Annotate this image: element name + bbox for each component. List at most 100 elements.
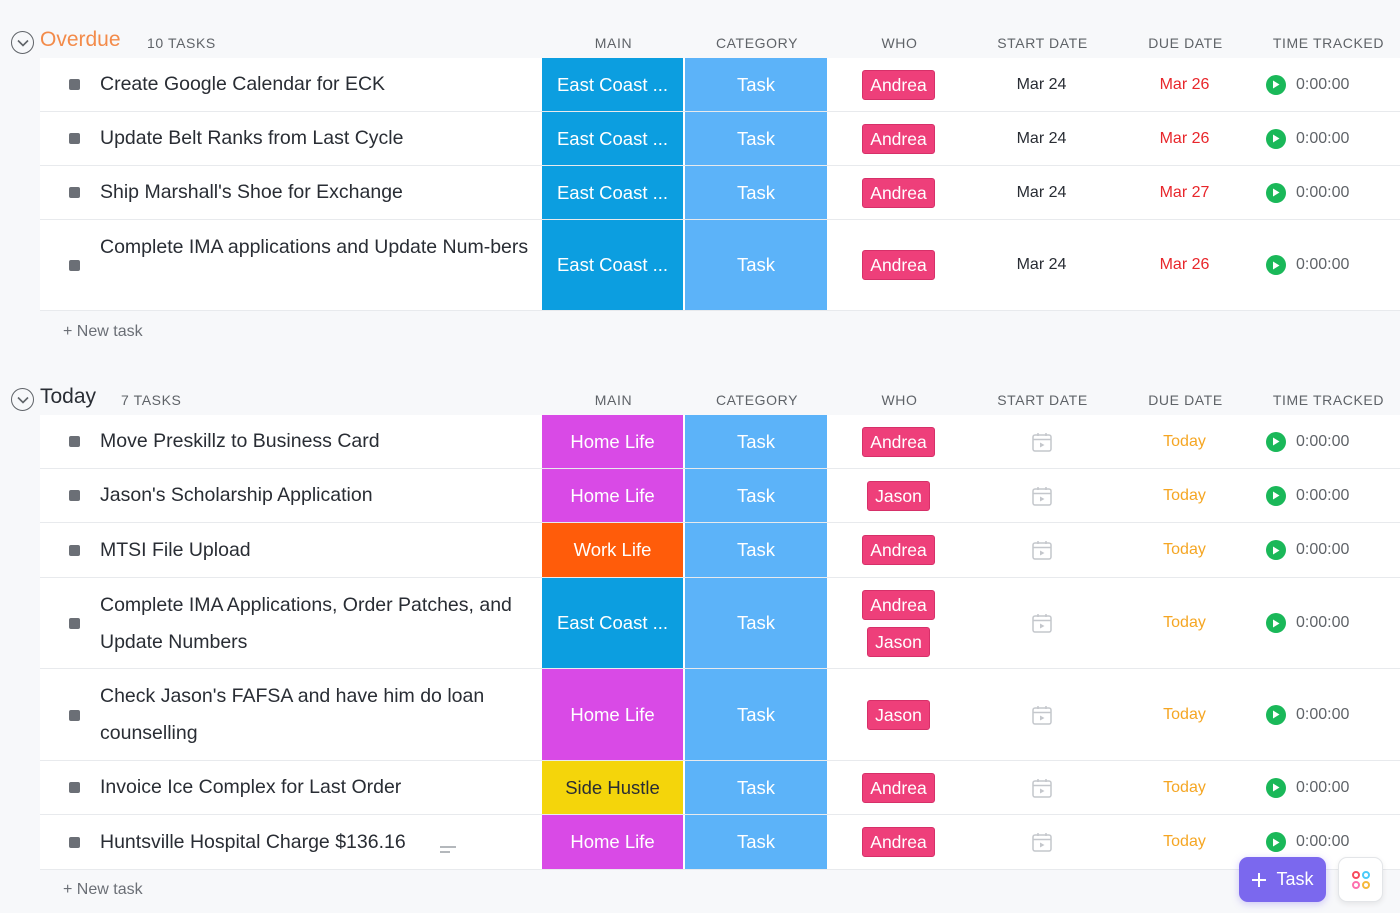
start-date-empty[interactable]	[970, 523, 1113, 577]
task-status-icon[interactable]	[69, 490, 80, 501]
collapse-toggle-today[interactable]	[11, 388, 34, 411]
time-tracked[interactable]: 0:00:00	[1266, 220, 1400, 310]
assignee-tag[interactable]: Andrea	[862, 426, 935, 457]
assignee-tag[interactable]: Andrea	[862, 827, 935, 857]
start-date-empty[interactable]	[970, 669, 1113, 760]
main-tag[interactable]: East Coast ...	[542, 578, 683, 668]
due-date[interactable]: Today	[1163, 486, 1206, 504]
play-icon[interactable]	[1266, 431, 1286, 452]
table-row[interactable]: Update Belt Ranks from Last Cycle East C…	[40, 112, 1400, 166]
category-tag[interactable]: Task	[685, 220, 827, 310]
play-icon[interactable]	[1266, 74, 1286, 95]
play-icon[interactable]	[1266, 128, 1286, 149]
assignee-tag[interactable]: Andrea	[862, 250, 935, 280]
play-icon[interactable]	[1266, 832, 1286, 852]
column-header-who[interactable]: WHO	[881, 392, 918, 408]
table-row[interactable]: Complete IMA Applications, Order Patches…	[40, 578, 1400, 669]
who-cell[interactable]: Andrea	[827, 166, 970, 219]
category-tag[interactable]: Task	[685, 761, 827, 814]
who-cell[interactable]: Jason	[827, 669, 970, 760]
category-tag[interactable]: Task	[685, 469, 827, 522]
due-date[interactable]: Today	[1163, 833, 1206, 850]
task-status-icon[interactable]	[69, 436, 80, 447]
collapse-toggle-overdue[interactable]	[11, 31, 34, 54]
column-header-main[interactable]: MAIN	[594, 35, 633, 51]
column-header-category[interactable]: CATEGORY	[715, 35, 799, 51]
table-row[interactable]: Create Google Calendar for ECK East Coas…	[40, 58, 1400, 112]
start-date[interactable]: Mar 24	[1016, 129, 1067, 147]
time-tracked[interactable]: 0:00:00	[1266, 578, 1400, 668]
who-cell[interactable]: Andrea Jason	[827, 578, 970, 668]
column-header-due-date[interactable]: DUE DATE	[1148, 35, 1223, 51]
new-task-button-overdue[interactable]: + New task	[63, 323, 143, 340]
time-tracked[interactable]: 0:00:00	[1266, 58, 1400, 111]
play-icon[interactable]	[1266, 777, 1286, 798]
table-row[interactable]: Invoice Ice Complex for Last Order Side …	[40, 761, 1400, 815]
main-tag[interactable]: East Coast ...	[542, 166, 683, 219]
column-header-category[interactable]: CATEGORY	[715, 392, 799, 408]
play-icon[interactable]	[1266, 485, 1286, 506]
start-date-empty[interactable]	[970, 815, 1113, 869]
due-date[interactable]: Mar 26	[1159, 129, 1210, 147]
task-status-icon[interactable]	[69, 782, 80, 793]
assignee-tag[interactable]: Andrea	[862, 177, 935, 208]
category-tag[interactable]: Task	[685, 815, 827, 869]
start-date-empty[interactable]	[970, 761, 1113, 814]
new-task-button-today[interactable]: + New task	[63, 881, 143, 898]
start-date[interactable]: Mar 24	[1016, 183, 1067, 201]
column-header-due-date[interactable]: DUE DATE	[1148, 392, 1223, 408]
due-date[interactable]: Today	[1163, 705, 1206, 723]
who-cell[interactable]: Andrea	[827, 220, 970, 310]
due-date[interactable]: Mar 27	[1159, 183, 1210, 201]
task-name[interactable]: Move Preskillz to Business Card	[100, 430, 380, 452]
column-header-start-date[interactable]: START DATE	[997, 35, 1088, 51]
main-tag[interactable]: Work Life	[542, 523, 683, 577]
table-row[interactable]: Move Preskillz to Business Card Home Lif…	[40, 415, 1400, 469]
due-date[interactable]: Today	[1163, 541, 1206, 558]
due-date[interactable]: Today	[1163, 614, 1206, 631]
who-cell[interactable]: Andrea	[827, 58, 970, 111]
column-header-time-tracked[interactable]: TIME TRACKED	[1272, 392, 1385, 408]
task-status-icon[interactable]	[69, 837, 80, 848]
task-status-icon[interactable]	[69, 618, 80, 629]
play-icon[interactable]	[1266, 613, 1286, 633]
assignee-tag[interactable]: Jason	[867, 480, 930, 511]
start-date[interactable]: Mar 24	[1016, 256, 1067, 273]
who-cell[interactable]: Andrea	[827, 815, 970, 869]
who-cell[interactable]: Andrea	[827, 112, 970, 165]
time-tracked[interactable]: 0:00:00	[1266, 669, 1400, 760]
apps-button[interactable]	[1338, 857, 1383, 902]
assignee-tag[interactable]: Andrea	[862, 535, 935, 565]
time-tracked[interactable]: 0:00:00	[1266, 166, 1400, 219]
description-icon[interactable]	[440, 841, 456, 859]
time-tracked[interactable]: 0:00:00	[1266, 415, 1400, 468]
assignee-tag[interactable]: Andrea	[862, 69, 935, 100]
main-tag[interactable]: East Coast ...	[542, 112, 683, 165]
task-name[interactable]: Complete IMA Applications, Order Patches…	[100, 594, 512, 653]
column-header-start-date[interactable]: START DATE	[997, 392, 1088, 408]
main-tag[interactable]: Home Life	[542, 815, 683, 869]
due-date[interactable]: Today	[1163, 432, 1206, 450]
time-tracked[interactable]: 0:00:00	[1266, 815, 1400, 869]
main-tag[interactable]: Home Life	[542, 469, 683, 522]
due-date[interactable]: Mar 26	[1159, 75, 1210, 93]
table-row[interactable]: Huntsville Hospital Charge $136.16 Home …	[40, 815, 1400, 870]
task-status-icon[interactable]	[69, 260, 80, 271]
column-header-main[interactable]: MAIN	[594, 392, 633, 408]
who-cell[interactable]: Andrea	[827, 415, 970, 468]
time-tracked[interactable]: 0:00:00	[1266, 112, 1400, 165]
table-row[interactable]: Ship Marshall's Shoe for Exchange East C…	[40, 166, 1400, 220]
task-name[interactable]: MTSI File Upload	[100, 539, 251, 561]
play-icon[interactable]	[1266, 540, 1286, 560]
start-date[interactable]: Mar 24	[1016, 75, 1067, 93]
assignee-tag[interactable]: Andrea	[862, 772, 935, 803]
table-row[interactable]: Check Jason's FAFSA and have him do loan…	[40, 669, 1400, 761]
task-name[interactable]: Ship Marshall's Shoe for Exchange	[100, 181, 403, 203]
due-date[interactable]: Today	[1163, 778, 1206, 796]
category-tag[interactable]: Task	[685, 523, 827, 577]
category-tag[interactable]: Task	[685, 415, 827, 468]
assignee-tag[interactable]: Jason	[867, 626, 930, 657]
task-name[interactable]: Update Belt Ranks from Last Cycle	[100, 127, 404, 149]
play-icon[interactable]	[1266, 182, 1286, 203]
table-row[interactable]: MTSI File Upload Work Life Task Andrea T…	[40, 523, 1400, 578]
